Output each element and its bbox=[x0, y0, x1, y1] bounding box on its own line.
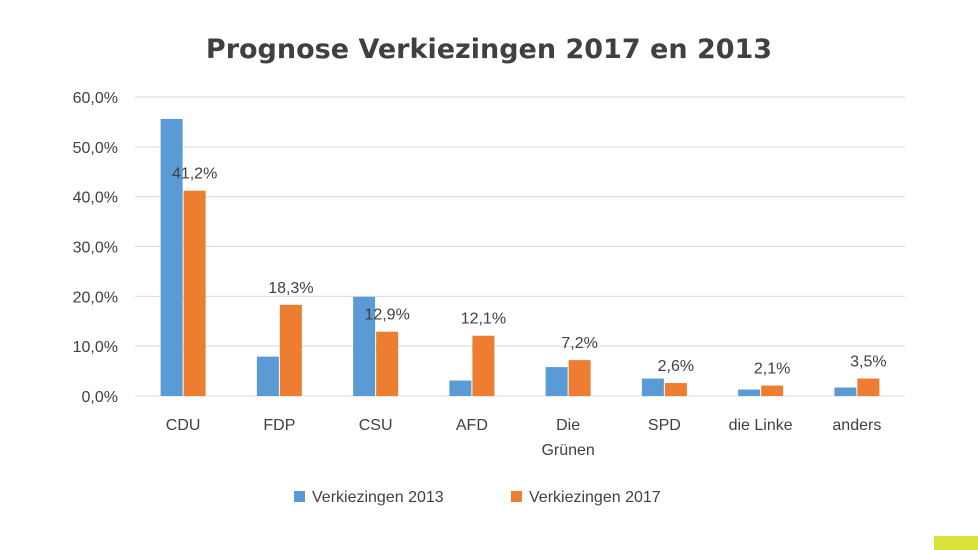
bar-2013 bbox=[449, 380, 472, 396]
bar-2013 bbox=[256, 356, 279, 396]
bar-2013 bbox=[160, 118, 183, 396]
y-tick-label: 0,0% bbox=[82, 389, 118, 406]
data-label: 12,1% bbox=[461, 311, 506, 328]
x-category-label: CSU bbox=[359, 417, 393, 434]
x-category-label: SPD bbox=[648, 417, 681, 434]
x-category-label: Die Grünen bbox=[541, 417, 594, 459]
legend-label-2013: Verkiezingen 2013 bbox=[312, 489, 444, 506]
bar-2013 bbox=[834, 387, 857, 396]
y-tick-label: 10,0% bbox=[73, 339, 118, 356]
bar-2017 bbox=[472, 335, 495, 396]
data-label: 2,1% bbox=[754, 361, 790, 378]
x-category-label: die Linke bbox=[729, 417, 793, 434]
bar-2017 bbox=[664, 383, 687, 396]
y-tick-label: 40,0% bbox=[73, 190, 118, 207]
bar-2017 bbox=[857, 378, 880, 396]
chart-title: Prognose Verkiezingen 2017 en 2013 bbox=[206, 34, 772, 65]
bar-2017 bbox=[376, 331, 399, 396]
bar-2017 bbox=[761, 385, 784, 396]
x-axis-categories: CDU FDP CSU AFD Die Grünen SPD die Linke anders bbox=[166, 417, 882, 459]
y-tick-label: 30,0% bbox=[73, 240, 118, 257]
x-category-label: AFD bbox=[456, 417, 488, 434]
x-category-label: anders bbox=[832, 417, 881, 434]
y-axis-ticks: 0,0% 10,0% 20,0% 30,0% 40,0% 50,0% 60,0% bbox=[73, 90, 118, 406]
legend-swatch-2017 bbox=[511, 491, 522, 502]
x-category-label: FDP bbox=[263, 417, 295, 434]
bar-2013 bbox=[545, 367, 568, 396]
legend-swatch-2013 bbox=[294, 491, 305, 502]
y-tick-label: 50,0% bbox=[73, 140, 118, 157]
data-label: 12,9% bbox=[364, 307, 409, 324]
data-label: 3,5% bbox=[850, 354, 886, 371]
data-label: 2,6% bbox=[658, 358, 694, 375]
x-category-label: CDU bbox=[166, 417, 201, 434]
data-label: 18,3% bbox=[268, 280, 313, 297]
y-tick-label: 60,0% bbox=[73, 90, 118, 107]
bar-2017 bbox=[279, 304, 302, 396]
legend-label-2017: Verkiezingen 2017 bbox=[529, 489, 661, 506]
bars bbox=[160, 118, 880, 396]
legend: Verkiezingen 2013 Verkiezingen 2017 bbox=[294, 489, 661, 506]
bar-2013 bbox=[738, 389, 761, 396]
data-label: 41,2% bbox=[172, 166, 217, 183]
bar-2013 bbox=[353, 296, 376, 396]
gridlines bbox=[135, 96, 905, 397]
corner-logo-mark bbox=[934, 536, 978, 550]
bar-2017 bbox=[183, 190, 206, 396]
data-label: 7,2% bbox=[561, 335, 597, 352]
y-tick-label: 20,0% bbox=[73, 289, 118, 306]
bar-2013 bbox=[641, 378, 664, 396]
bar-2017 bbox=[568, 360, 591, 396]
data-labels: 41,2% 18,3% 12,9% 12,1% 7,2% 2,6% 2,1% 3,5% bbox=[172, 166, 887, 378]
